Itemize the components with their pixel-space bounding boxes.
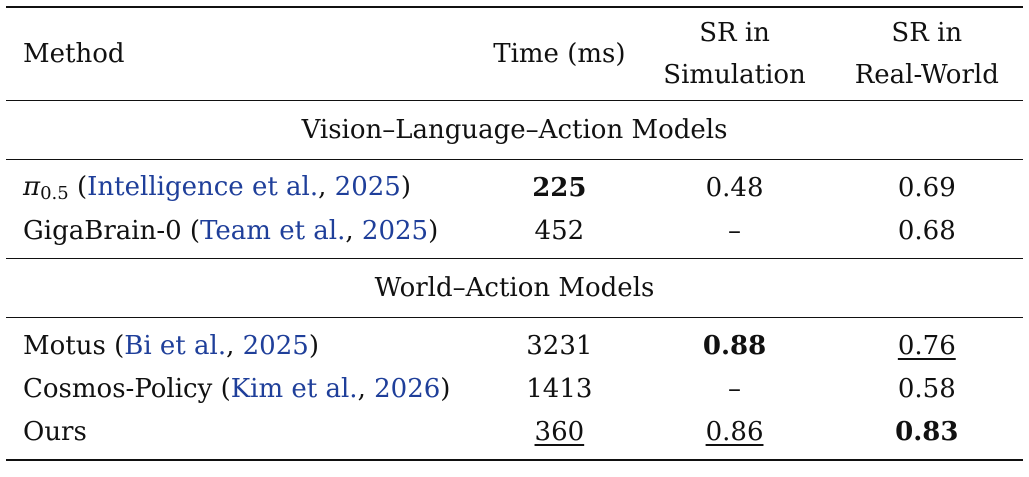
sr-real-cell: 0.69: [897, 172, 956, 203]
time-cell: 1413: [526, 373, 593, 404]
citation-authors-link[interactable]: Kim et al.: [230, 373, 358, 404]
group-header-row: World–Action Models: [6, 259, 1023, 318]
citation-sep: ,: [357, 373, 375, 404]
method-cell: Cosmos-Policy (Kim et al., 2026): [6, 367, 480, 410]
method-cell: π0.5 (Intelligence et al., 2025): [6, 160, 480, 210]
citation-authors-link[interactable]: Bi et al.: [124, 330, 227, 361]
group-title-vla: Vision–Language–Action Models: [301, 115, 728, 145]
citation-year-link[interactable]: 2025: [361, 215, 429, 246]
citation-open: (: [114, 330, 125, 361]
header-method: Method: [6, 7, 480, 101]
citation-sep: ,: [318, 171, 335, 202]
sr-real-value: 0.76: [897, 330, 956, 361]
citation-open: (: [77, 171, 88, 202]
time-value: 360: [534, 416, 585, 447]
table-row: Cosmos-Policy (Kim et al., 2026) 1413 – …: [6, 367, 1023, 410]
header-method-label: Method: [23, 39, 125, 69]
sr-sim-cell: 0.86: [639, 410, 831, 460]
method-cell: Motus (Bi et al., 2025): [6, 318, 480, 368]
table-header-row: Method Time (ms) SR in Simulation SR in …: [6, 7, 1023, 101]
method-name: GigaBrain-0: [23, 215, 182, 246]
citation-year-link[interactable]: 2026: [374, 373, 441, 404]
sr-real-cell: 0.83: [895, 416, 959, 447]
method-cell: Ours: [6, 410, 480, 460]
time-cell: 360: [480, 410, 638, 460]
table-row: Motus (Bi et al., 2025) 3231 0.88 0.76: [6, 318, 1023, 368]
time-cell: 225: [532, 172, 587, 203]
citation-authors-link[interactable]: Team et al.: [200, 215, 346, 246]
sr-sim-cell: –: [728, 373, 742, 404]
method-pi-symbol: π: [23, 171, 41, 202]
header-sim-line2: Simulation: [663, 60, 806, 90]
method-name: Ours: [23, 416, 87, 447]
citation-close: ): [428, 215, 439, 246]
citation-open: (: [220, 373, 231, 404]
results-table: Method Time (ms) SR in Simulation SR in …: [6, 6, 1023, 461]
header-real-line1: SR in: [891, 18, 963, 48]
table-row: Ours 360 0.86 0.83: [6, 410, 1023, 460]
header-sr-real-world: SR in Real-World: [831, 7, 1023, 101]
table-row: π0.5 (Intelligence et al., 2025) 225 0.4…: [6, 160, 1023, 210]
sr-real-cell: 0.68: [897, 215, 956, 246]
sr-real-cell: 0.76: [831, 318, 1023, 368]
time-cell: 452: [534, 215, 585, 246]
method-cell: GigaBrain-0 (Team et al., 2025): [6, 209, 480, 259]
header-time-label: Time (ms): [493, 39, 626, 69]
sr-sim-cell: 0.88: [702, 330, 767, 361]
table-row: GigaBrain-0 (Team et al., 2025) 452 – 0.…: [6, 209, 1023, 259]
sr-real-cell: 0.58: [897, 373, 956, 404]
results-table-container: Method Time (ms) SR in Simulation SR in …: [6, 6, 1023, 461]
header-time: Time (ms): [480, 7, 638, 101]
citation-close: ): [308, 330, 319, 361]
method-pi-subscript: 0.5: [40, 182, 69, 204]
citation-close: ): [400, 171, 411, 202]
citation-sep: ,: [345, 215, 362, 246]
header-sr-simulation: SR in Simulation: [639, 7, 831, 101]
sr-sim-cell: –: [728, 215, 742, 246]
citation-sep: ,: [226, 330, 243, 361]
header-real-line2: Real-World: [854, 60, 999, 90]
citation-authors-link[interactable]: Intelligence et al.: [87, 171, 319, 202]
sr-sim-value: 0.86: [705, 416, 764, 447]
citation-open: (: [189, 215, 201, 246]
time-cell: 3231: [526, 330, 593, 361]
citation-close: ): [440, 373, 451, 404]
group-header-row: Vision–Language–Action Models: [6, 101, 1023, 160]
header-sim-line1: SR in: [699, 18, 770, 48]
sr-sim-cell: 0.48: [705, 172, 764, 203]
citation-year-link[interactable]: 2025: [242, 330, 309, 361]
method-name: Motus: [23, 330, 106, 361]
method-name: Cosmos-Policy: [23, 373, 213, 404]
citation-year-link[interactable]: 2025: [334, 171, 401, 202]
group-title-wam: World–Action Models: [374, 273, 655, 303]
